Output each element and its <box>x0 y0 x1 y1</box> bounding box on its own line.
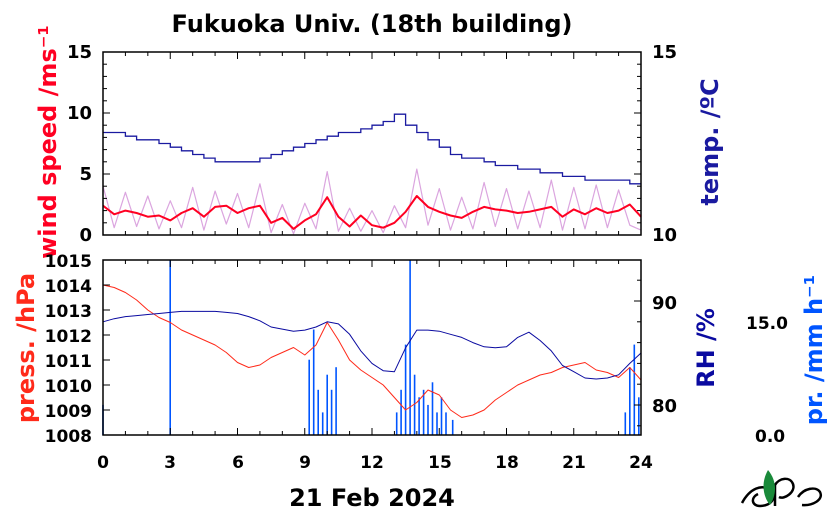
pressure-tick-label: 1013 <box>45 302 92 322</box>
top-series-group <box>102 113 642 235</box>
hour-tick-label: 9 <box>299 453 311 473</box>
bottom-series-group <box>102 260 642 435</box>
precip-bar <box>335 367 337 435</box>
precip-bar <box>422 389 425 435</box>
precip-bar <box>409 260 411 435</box>
rh-tick-label: 80 <box>652 396 677 417</box>
precip-bar <box>440 397 443 435</box>
hour-tick-label: 18 <box>495 453 519 473</box>
hour-tick-label: 0 <box>97 453 109 473</box>
precip-bar <box>404 344 407 435</box>
precip-bar <box>317 389 319 435</box>
bottom-plot-frame <box>102 259 642 436</box>
precip-bar <box>321 412 324 435</box>
wind-tick-label: 5 <box>79 164 92 185</box>
precip-bar <box>436 412 438 435</box>
precip-bar <box>629 367 631 435</box>
precip-bar <box>326 374 328 435</box>
bottom-tick-marks <box>102 259 642 436</box>
hour-tick-label: 24 <box>629 453 653 473</box>
pressure-tick-label: 1010 <box>45 377 92 397</box>
top-plot-frame <box>102 51 642 236</box>
pressure-tick-label: 1008 <box>45 427 92 447</box>
pressure-axis-label: press. /hPa <box>12 273 40 423</box>
wind-tick-label: 0 <box>79 225 92 246</box>
temp-tick-label: 15 <box>652 42 677 63</box>
hour-tick-label: 6 <box>232 453 244 473</box>
logo-stroke <box>773 477 795 506</box>
hour-tick-label: 15 <box>428 453 452 473</box>
date-label: 21 Feb 2024 <box>289 484 455 512</box>
bottom-panel: 1008 1009 1010 1011 1012 1013 1014 1015 … <box>12 252 828 473</box>
wind-speed-raw-series <box>102 168 642 235</box>
pressure-tick-label: 1015 <box>45 252 92 272</box>
precip-tick-label: 0.0 <box>755 427 785 447</box>
rh-series <box>102 310 642 380</box>
temp-axis-label: temp. /ºC <box>696 78 724 205</box>
institution-logo <box>740 470 823 508</box>
precip-axis-label: pr. /mm h⁻¹ <box>800 275 828 425</box>
hour-tick-label: 12 <box>360 453 384 473</box>
temp-tick-label: 10 <box>652 225 677 246</box>
pressure-tick-label: 1011 <box>45 352 92 372</box>
precip-tick-label: 15.0 <box>746 314 788 334</box>
rh-tick-label: 90 <box>652 293 677 314</box>
precip-bar <box>395 412 398 435</box>
pressure-tick-label: 1009 <box>45 402 92 422</box>
precip-bar <box>413 374 416 435</box>
chart-title: Fukuoka Univ. (18th building) <box>172 10 573 38</box>
top-tick-marks <box>102 51 642 236</box>
precip-bar <box>169 260 171 435</box>
precip-bar <box>445 412 447 435</box>
wind-tick-label: 10 <box>67 103 92 124</box>
pressure-series <box>102 284 642 418</box>
precip-bar <box>330 389 333 435</box>
logo-swirl <box>796 487 823 507</box>
top-panel: 0 5 10 15 10 15 wind speed /ms⁻¹ temp. /… <box>34 25 724 259</box>
temperature-series <box>103 113 641 185</box>
precip-bar <box>427 404 429 435</box>
precip-bar <box>400 389 402 435</box>
wind-speed-smoothed-series <box>102 195 642 230</box>
precip-bar <box>633 344 636 435</box>
precip-bar <box>638 397 640 435</box>
precip-bar <box>312 329 315 435</box>
wind-axis-label: wind speed /ms⁻¹ <box>34 25 62 259</box>
precip-bar <box>451 419 454 435</box>
precip-bar <box>431 382 434 435</box>
precip-bar <box>308 359 310 435</box>
pressure-tick-label: 1014 <box>45 277 92 297</box>
hour-tick-label: 3 <box>164 453 176 473</box>
rh-axis-label: RH /% <box>692 308 720 388</box>
logo-leaf-icon <box>763 470 775 505</box>
hour-tick-label: 21 <box>562 453 586 473</box>
precip-bar <box>418 397 420 435</box>
wind-tick-label: 15 <box>67 42 92 63</box>
precip-bar <box>624 412 627 435</box>
pressure-tick-label: 1012 <box>45 327 92 347</box>
